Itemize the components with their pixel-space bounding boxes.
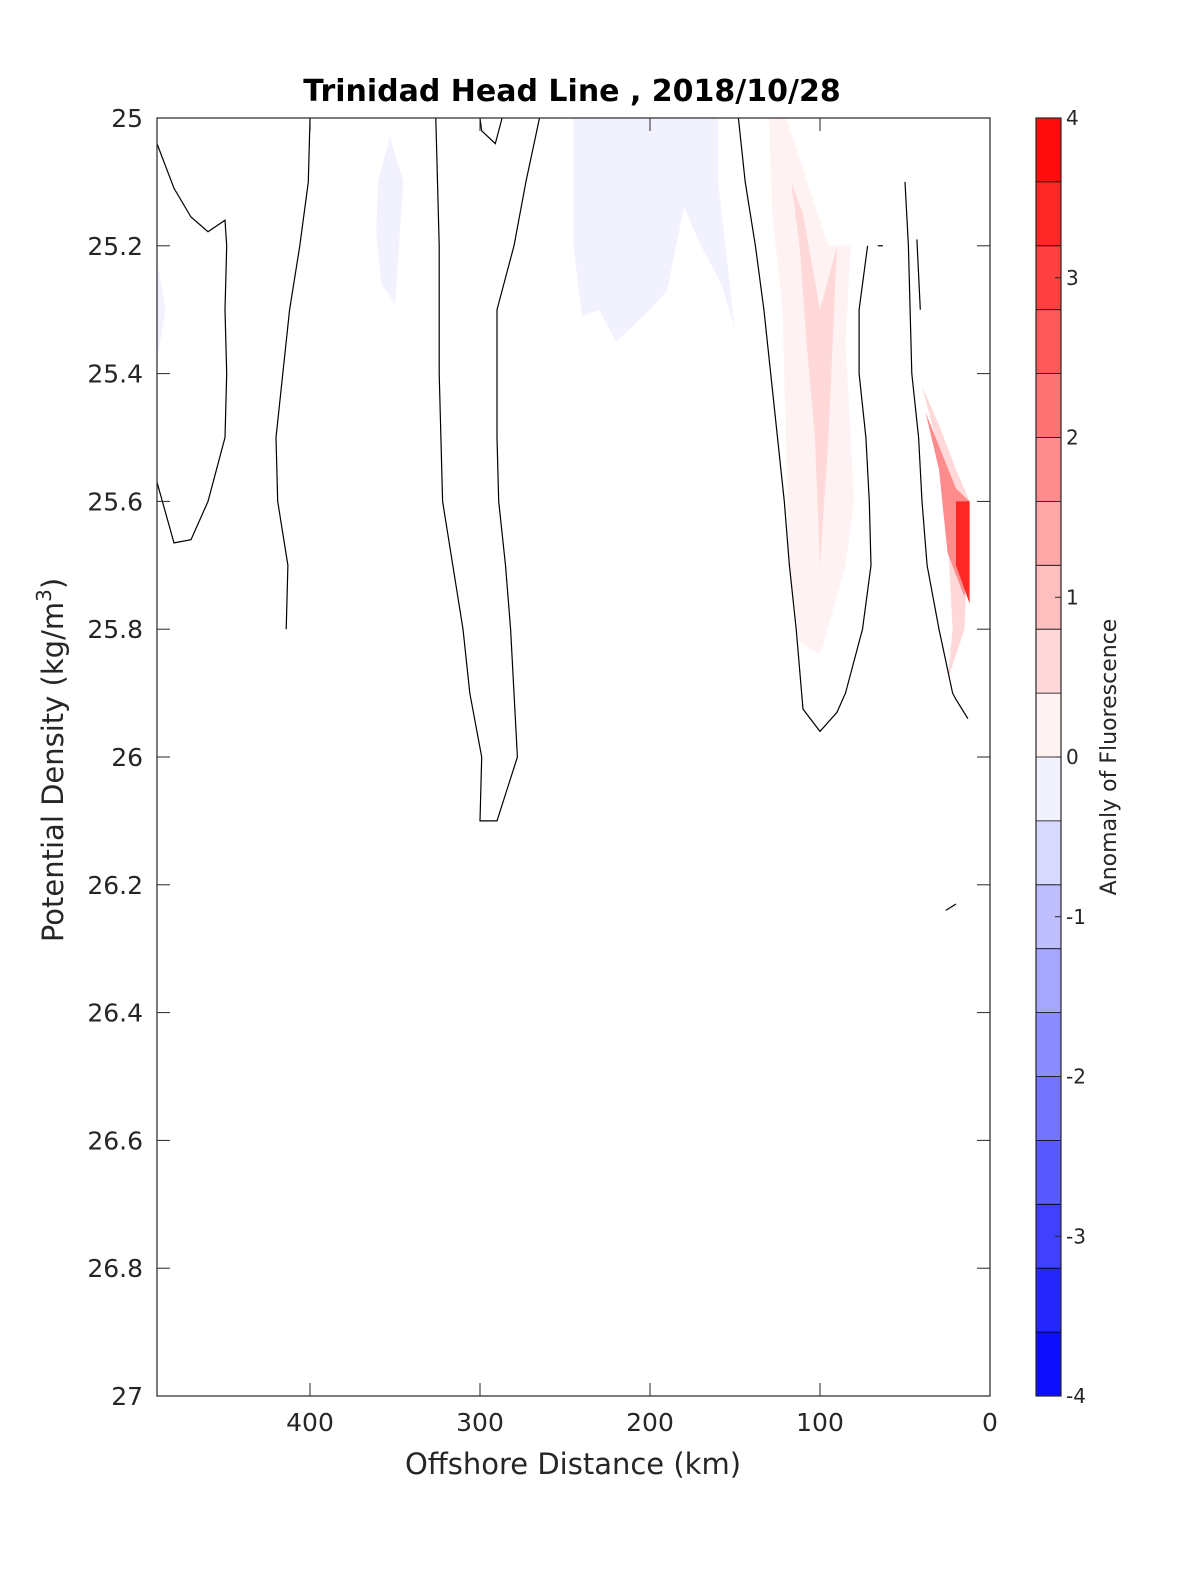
pos-patch-coast-outer (922, 386, 970, 681)
y-tick-label: 25.6 (87, 487, 143, 516)
colorbar-tick-label: 0 (1066, 745, 1079, 769)
y-tick-label: 26.4 (87, 999, 143, 1028)
colorbar-level (1036, 373, 1061, 438)
colorbar-level (1036, 309, 1061, 375)
pos-patch-coast-core (956, 501, 970, 604)
pos-patch-100km-inner (791, 181, 837, 566)
x-tick-label: 200 (626, 1408, 674, 1437)
colorbar-level (1036, 1076, 1061, 1141)
contour-far-offshore (156, 143, 228, 544)
colorbar-level (1036, 1012, 1061, 1077)
x-tick-label: 300 (456, 1408, 504, 1437)
y-tick-label: 27 (111, 1382, 143, 1411)
contour-400km (275, 117, 311, 630)
colorbar (1035, 117, 1062, 1397)
y-tick-label: 26 (111, 743, 143, 772)
y-tick-label: 26.8 (87, 1254, 143, 1283)
contour-deep-fragment (945, 903, 957, 911)
colorbar-tick-label: 3 (1066, 266, 1079, 290)
y-tick-label: 25 (111, 104, 143, 133)
chart-title: Trinidad Head Line , 2018/10/28 (303, 74, 840, 109)
colorbar-level (1036, 1268, 1061, 1333)
colorbar-label: Anomaly of Fluorescence (1097, 619, 1122, 896)
colorbar-tick-label: 4 (1066, 106, 1079, 130)
colorbar-tick-label: 1 (1066, 585, 1079, 609)
colorbar-tick-label: -1 (1066, 905, 1086, 929)
neg-patch-360km (376, 137, 404, 304)
colorbar-level (1036, 693, 1061, 758)
colorbar-tick-labels: 4 3 2 1 0 -1 -2 -3 -4 (1066, 106, 1086, 1408)
contour-300km-top (479, 117, 503, 145)
y-axis-label-close: ) (36, 578, 70, 589)
y-axis-label-superscript: 3 (32, 589, 56, 602)
y-axis-label: Potential Density (kg/m3) (32, 578, 70, 942)
y-tick-labels: 25 25.2 25.4 25.6 25.8 26 26.2 26.4 26.6 26.8 27 (87, 104, 143, 1411)
contour-coast-nearshore (916, 239, 921, 310)
colorbar-level (1036, 1332, 1061, 1397)
zero-contours (156, 117, 969, 911)
colorbar-tick-label: -4 (1066, 1384, 1086, 1408)
contour-coast (904, 181, 969, 720)
neg-patch-200km (573, 118, 735, 342)
colorbar-level (1036, 1140, 1061, 1205)
y-tick-label: 26.2 (87, 871, 143, 900)
x-tick-label: 100 (796, 1408, 844, 1437)
colorbar-level (1036, 757, 1061, 822)
plot-area (157, 118, 990, 1396)
y-axis-label-main: Potential Density (kg/m (36, 602, 70, 942)
y-tick-label: 26.6 (87, 1126, 143, 1155)
contour-100km (737, 117, 872, 733)
plot-frame (156, 117, 991, 1397)
colorbar-level (1036, 629, 1061, 694)
colorbar-level (1036, 181, 1061, 247)
filled-regions (157, 118, 970, 681)
colorbar-level (1036, 437, 1061, 502)
x-tick-label: 0 (982, 1408, 998, 1437)
neg-patch-far-offshore (157, 258, 166, 361)
x-tick-labels: 400 300 200 100 0 (286, 1408, 998, 1437)
x-tick-label: 400 (286, 1408, 334, 1437)
y-tick-label: 25.4 (87, 360, 143, 389)
colorbar-level (1036, 118, 1061, 183)
contour-300km (435, 117, 541, 822)
colorbar-tick-label: -3 (1066, 1224, 1086, 1248)
y-tick-label: 25.2 (87, 232, 143, 261)
colorbar-tick-label: 2 (1066, 426, 1079, 450)
x-axis-label: Offshore Distance (km) (405, 1447, 741, 1481)
colorbar-level (1036, 820, 1061, 886)
colorbar-tick-label: -2 (1066, 1065, 1086, 1089)
colorbar-level (1036, 948, 1061, 1014)
y-tick-label: 25.8 (87, 615, 143, 644)
colorbar-level (1036, 501, 1061, 566)
